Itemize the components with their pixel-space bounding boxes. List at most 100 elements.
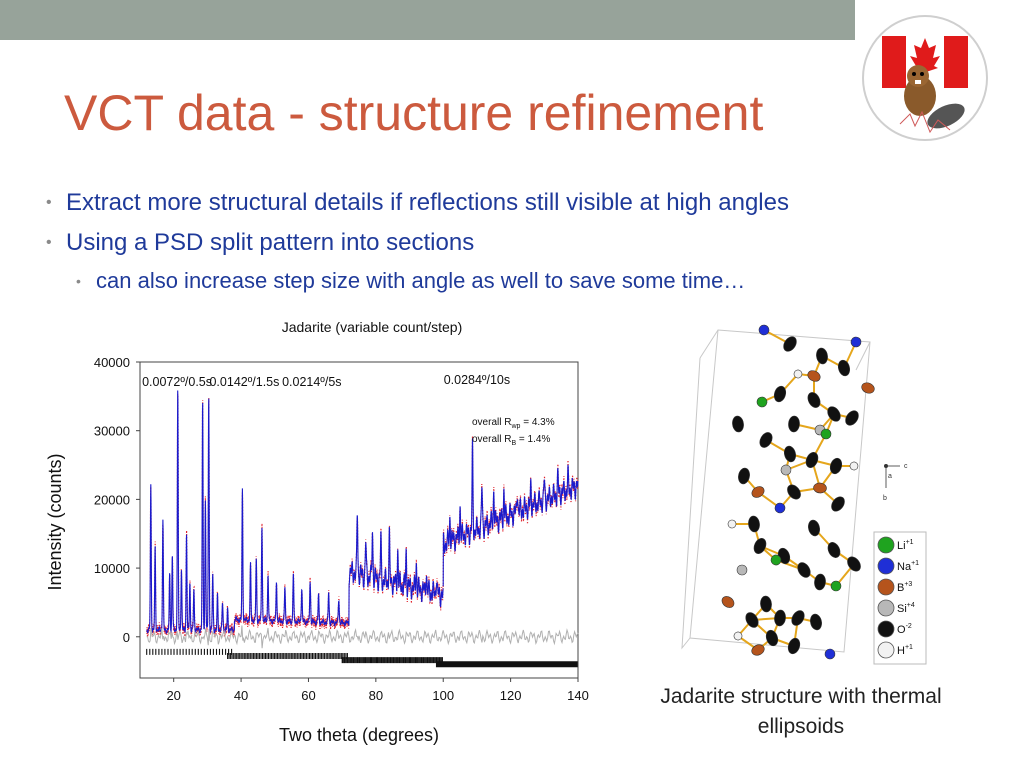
legend-atom-li bbox=[877, 536, 895, 554]
atom-b bbox=[721, 596, 735, 608]
legend-atom-o bbox=[877, 620, 895, 638]
crystal-structure-image: a c b Li+1 Na+1 B+3 Si+4 O-2 H+1 bbox=[681, 324, 927, 665]
atom-o bbox=[827, 542, 841, 558]
x-tick-label: 40 bbox=[234, 688, 248, 703]
x-tick-label: 20 bbox=[166, 688, 180, 703]
calculated-series-line bbox=[442, 438, 579, 587]
section-label: 0.0142º/1.5s bbox=[209, 375, 279, 389]
atom-li bbox=[830, 580, 842, 592]
atom-o bbox=[787, 484, 801, 500]
y-tick-label: 20000 bbox=[94, 492, 130, 507]
logo-canada-beaver bbox=[862, 15, 988, 141]
legend-atom-label: B+3 bbox=[897, 581, 912, 594]
atom-b bbox=[751, 644, 765, 656]
atom-o bbox=[787, 637, 801, 655]
atom-b bbox=[807, 370, 821, 382]
atom-o bbox=[829, 457, 843, 475]
atom-h bbox=[849, 461, 859, 471]
bullet-list: • Extract more structural details if ref… bbox=[46, 184, 1006, 300]
bullet-dot-icon: • bbox=[46, 194, 52, 211]
atom-o bbox=[783, 336, 797, 352]
atom-na bbox=[824, 648, 836, 660]
calculated-series-line bbox=[146, 390, 235, 634]
atom-na bbox=[758, 324, 770, 336]
atom-o bbox=[774, 609, 786, 627]
legend-atom-b bbox=[877, 578, 895, 596]
atom-o bbox=[837, 359, 851, 377]
y-tick-label: 40000 bbox=[94, 355, 130, 370]
atom-o bbox=[847, 556, 861, 572]
legend-atom-h bbox=[877, 641, 895, 659]
y-tick-label: 0 bbox=[123, 630, 130, 645]
x-tick-label: 80 bbox=[369, 688, 383, 703]
fit-statistic: overall Rwp = 4.3% bbox=[472, 417, 555, 430]
section-label: 0.0284º/10s bbox=[444, 373, 510, 387]
atom-o bbox=[784, 445, 796, 463]
atom-li bbox=[820, 428, 832, 440]
atom-o bbox=[807, 392, 821, 408]
fit-statistic: overall RB = 1.4% bbox=[472, 434, 550, 447]
structure-bonds bbox=[732, 329, 857, 651]
atom-o bbox=[759, 432, 773, 448]
axis-origin-marker bbox=[884, 464, 888, 468]
observed-series-line bbox=[348, 517, 444, 621]
bullet-item: • Using a PSD split pattern into section… bbox=[46, 224, 1006, 264]
atom-o bbox=[797, 562, 811, 578]
atom-si bbox=[736, 564, 748, 576]
axis-b-label: b bbox=[883, 495, 887, 502]
bullet-dot-icon: • bbox=[46, 234, 52, 251]
section-label: 0.0214º/5s bbox=[282, 375, 341, 389]
diffraction-chart: Jadarite (variable count/step) 010000200… bbox=[45, 319, 589, 745]
atom-na bbox=[850, 336, 862, 348]
y-tick-label: 10000 bbox=[94, 561, 130, 576]
y-tick-label: 30000 bbox=[94, 424, 130, 439]
x-tick-label: 120 bbox=[500, 688, 522, 703]
atom-o bbox=[814, 573, 826, 591]
bullet-item: • Extract more structural details if ref… bbox=[46, 184, 1006, 224]
atom-h bbox=[733, 631, 743, 641]
atom-o bbox=[810, 613, 822, 631]
atom-h bbox=[793, 369, 803, 379]
reflection-ticks bbox=[227, 653, 348, 659]
atom-na bbox=[774, 502, 786, 514]
atom-o bbox=[753, 538, 767, 554]
legend-atom-label: Li+1 bbox=[897, 539, 914, 552]
calculated-series-line bbox=[348, 515, 444, 626]
atom-b bbox=[813, 482, 827, 494]
sub-bullet-item: • can also increase step size with angle… bbox=[46, 264, 1006, 300]
bullet-text: Using a PSD split pattern into sections bbox=[66, 229, 475, 256]
section-label: 0.0072º/0.5s bbox=[142, 375, 212, 389]
reflection-ticks bbox=[435, 661, 578, 668]
atom-o bbox=[748, 515, 760, 533]
bullet-text: Extract more structural details if refle… bbox=[66, 189, 789, 216]
axis-a-label: a bbox=[888, 473, 892, 480]
atom-o bbox=[765, 629, 779, 647]
difference-series-line bbox=[146, 625, 579, 649]
atom-o bbox=[732, 415, 744, 433]
structure-caption: Jadarite structure with thermal ellipsoi… bbox=[660, 685, 942, 738]
legend-atom-label: H+1 bbox=[897, 644, 913, 657]
atom-b bbox=[861, 382, 875, 394]
calculated-series-line bbox=[233, 488, 350, 631]
legend-atom-si bbox=[877, 599, 895, 617]
legend-atom-label: Na+1 bbox=[897, 560, 919, 573]
atom-o bbox=[745, 612, 759, 628]
atom-o bbox=[738, 467, 750, 485]
x-tick-label: 100 bbox=[432, 688, 454, 703]
atom-o bbox=[827, 406, 841, 422]
plot-frame bbox=[139, 361, 579, 679]
atom-b bbox=[751, 486, 765, 498]
atom-o bbox=[805, 452, 819, 468]
sub-bullet-text: can also increase step size with angle a… bbox=[96, 268, 746, 293]
atom-o bbox=[760, 595, 772, 613]
atom-li bbox=[770, 554, 782, 566]
legend-atom-label: O-2 bbox=[897, 623, 912, 636]
atom-o bbox=[831, 496, 845, 512]
atom-li bbox=[756, 396, 768, 408]
atom-legend-box bbox=[873, 531, 927, 665]
atom-si bbox=[780, 464, 792, 476]
y-axis-label: Intensity (counts) bbox=[45, 453, 65, 590]
axis-c-label: c bbox=[904, 463, 908, 470]
x-tick-label: 60 bbox=[301, 688, 315, 703]
x-axis-label: Two theta (degrees) bbox=[279, 725, 439, 745]
